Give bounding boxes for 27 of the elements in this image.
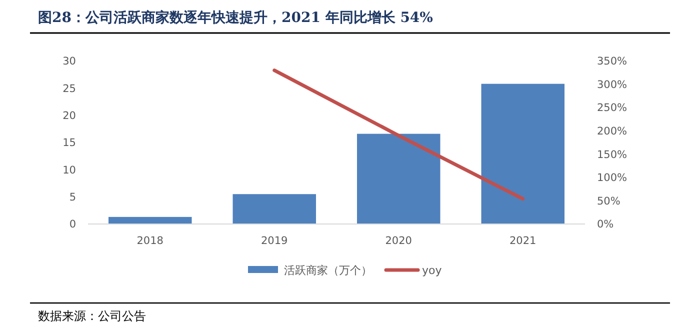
y-tick-label: 25: [62, 82, 76, 95]
x-tick-label: 2018: [136, 235, 164, 247]
x-tick-label: 2020: [385, 235, 412, 247]
bar: [481, 84, 564, 224]
y-tick-label: 5: [69, 192, 76, 204]
y2-tick-label: 50%: [597, 195, 620, 208]
y2-tick-label: 100%: [597, 172, 628, 184]
y2-tick-label: 350%: [597, 56, 628, 68]
bar: [232, 194, 316, 224]
y2-tick-label: 0%: [597, 218, 614, 231]
chart-title: 图28：公司活跃商家数逐年快速提升，2021 年同比增长 54%: [38, 9, 433, 26]
legend-label: 活跃商家（万个）: [284, 264, 372, 277]
y-tick-label: 30: [62, 56, 76, 68]
y-tick-label: 15: [62, 137, 76, 150]
bar: [108, 216, 192, 224]
y2-tick-label: 150%: [597, 148, 628, 161]
y2-tick-label: 250%: [597, 102, 628, 114]
y2-tick-label: 200%: [597, 126, 628, 138]
source-note: 数据来源：公司公告: [38, 309, 146, 323]
y-tick-label: 10: [62, 164, 76, 176]
y-tick-label: 0: [69, 218, 76, 231]
y-tick-label: 20: [62, 110, 76, 122]
x-tick-label: 2021: [510, 235, 536, 247]
bar: [357, 134, 440, 224]
y2-tick-label: 300%: [597, 78, 628, 91]
x-tick-label: 2019: [261, 235, 288, 247]
legend-label: yoy: [422, 264, 442, 277]
